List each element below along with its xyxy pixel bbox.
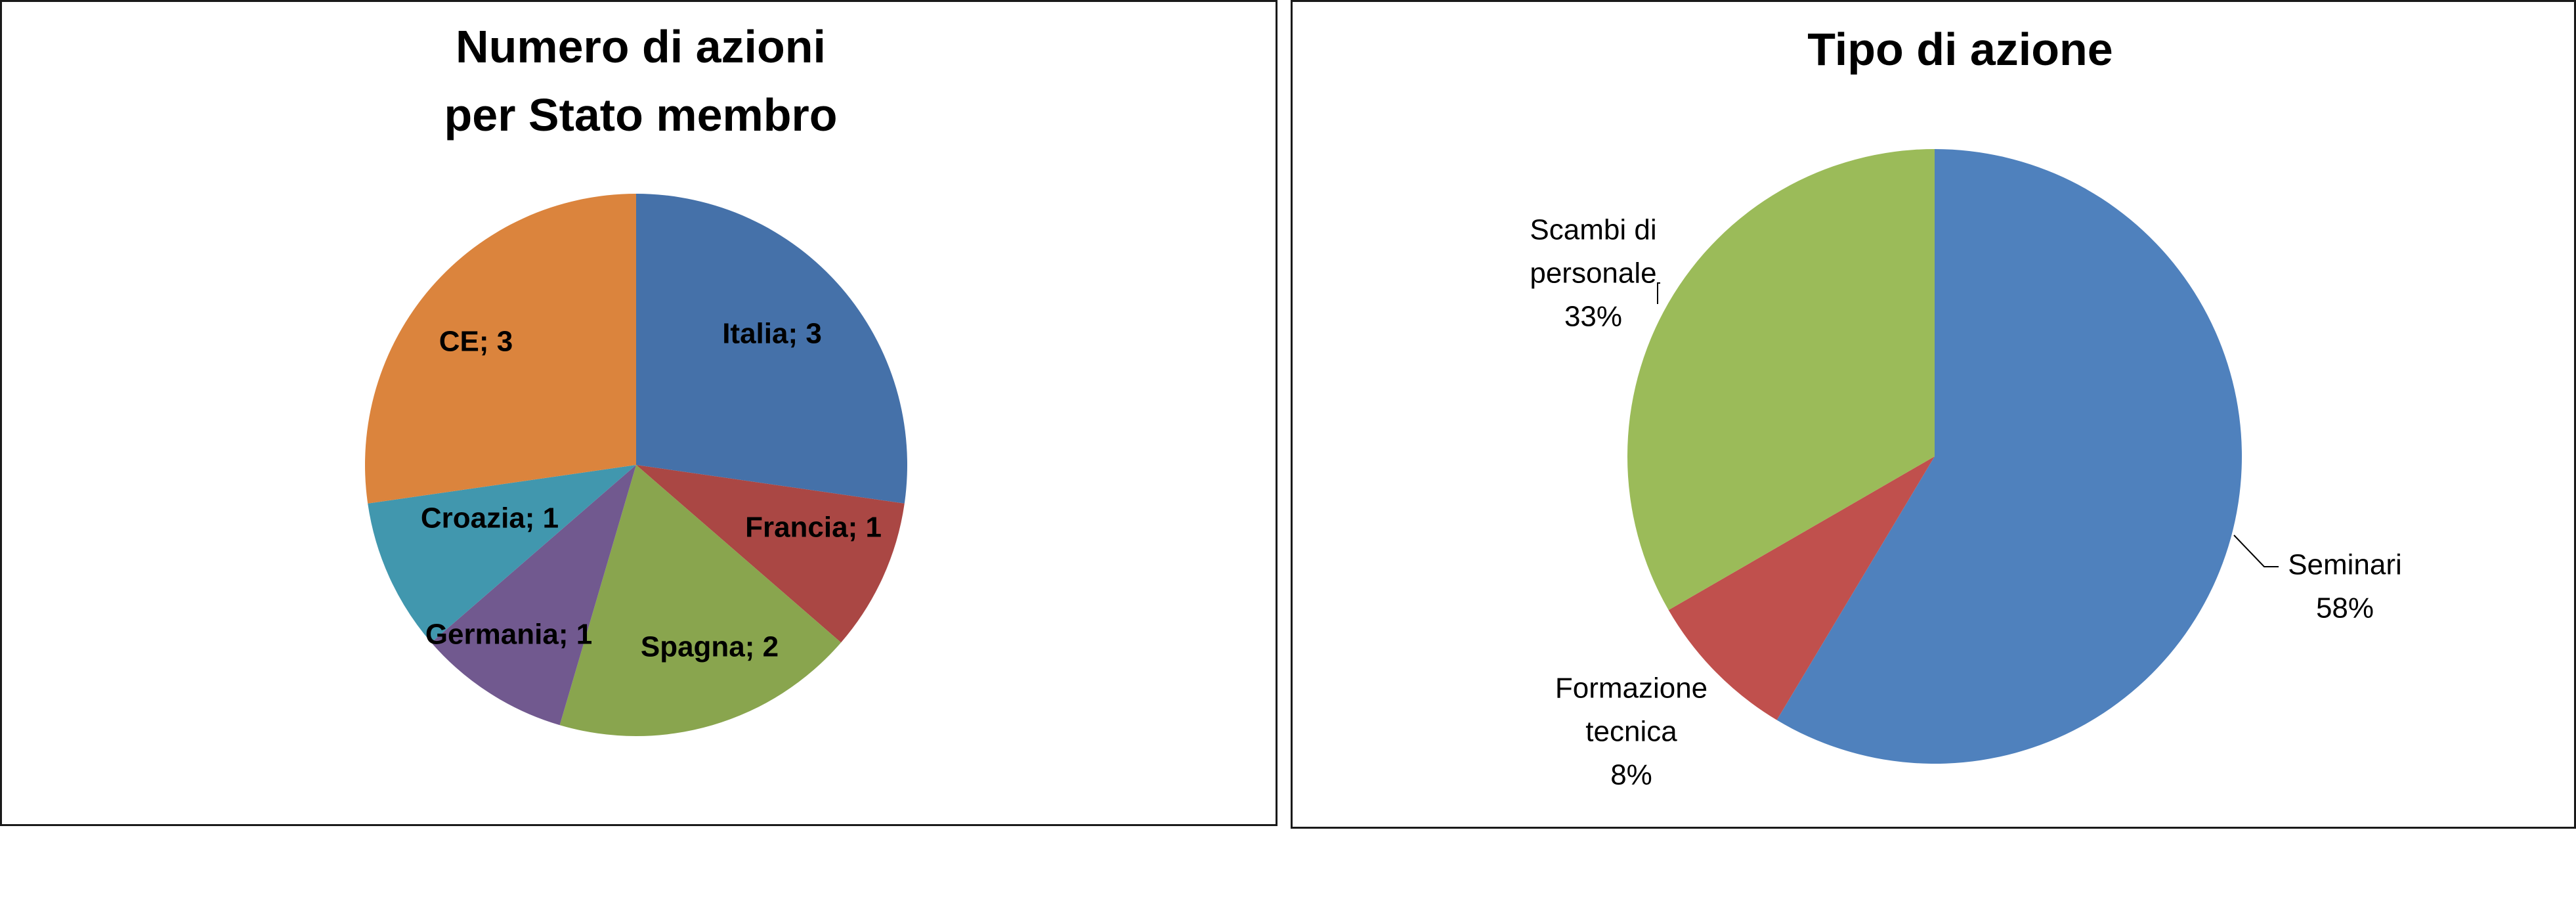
chart-title-line-1: Numero di azioni xyxy=(456,21,826,72)
data-label-italia: Italia; 3 xyxy=(722,318,822,350)
pie-slices xyxy=(1627,149,2242,764)
chart-panel-tipo-di-azione: Tipo di azione Seminari 58% Formazione tecn… xyxy=(1291,0,2576,829)
data-label-germania: Germania; 1 xyxy=(425,619,592,651)
data-label-seminari-line-1: Seminari xyxy=(2288,549,2402,581)
pie-slice-spagna xyxy=(559,465,842,737)
pie-slices xyxy=(364,194,908,737)
pie-labels: Italia; 3 Francia; 1 Spagna; 2 Germania; 1 C… xyxy=(421,318,882,663)
chart-title: Tipo di azione xyxy=(1807,24,2113,75)
data-label-ce: CE; 3 xyxy=(439,326,513,358)
pie-labels: Seminari 58% Formazione tecnica 8% Scambi di p… xyxy=(1530,214,2401,791)
data-label-scambi-di-personale-line-2: personale xyxy=(1530,257,1656,290)
pie-slice-ce xyxy=(364,194,636,504)
data-label-scambi-di-personale-line-3: 33% xyxy=(1564,301,1622,333)
leader-line-scambi-di-personale xyxy=(1657,282,1660,304)
pie-slice-scambi-di-personale xyxy=(1627,149,1935,610)
data-label-spagna: Spagna; 2 xyxy=(641,631,779,663)
pie-slice-francia xyxy=(636,465,905,643)
data-label-formazione-tecnica-line-3: 8% xyxy=(1610,759,1652,791)
pie-slice-formazione-tecnica xyxy=(1668,456,1935,720)
chart-panel-azioni-per-stato: Numero di azioni per Stato membro Italia… xyxy=(0,0,1277,826)
chart-title-line-2: per Stato membro xyxy=(444,89,838,141)
data-label-croazia: Croazia; 1 xyxy=(421,502,559,535)
data-label-scambi-di-personale-line-1: Scambi di xyxy=(1530,214,1656,246)
pie-chart-azioni-per-stato: Numero di azioni per Stato membro Italia… xyxy=(364,21,908,737)
pie-slice-seminari xyxy=(1776,149,2242,764)
data-label-formazione-tecnica-line-2: tecnica xyxy=(1585,716,1677,748)
data-label-formazione-tecnica-line-1: Formazione xyxy=(1555,672,1707,705)
leader-line-seminari xyxy=(2233,535,2279,567)
pie-slice-croazia xyxy=(368,465,636,643)
pie-slice-italia xyxy=(636,194,908,504)
leader-lines xyxy=(1657,282,2279,567)
data-label-seminari-line-2: 58% xyxy=(2316,592,2374,624)
data-label-francia: Francia; 1 xyxy=(745,512,882,544)
pie-chart-tipo-di-azione: Tipo di azione Seminari 58% Formazione tecn… xyxy=(1530,24,2401,791)
pie-slice-germania xyxy=(431,465,636,726)
